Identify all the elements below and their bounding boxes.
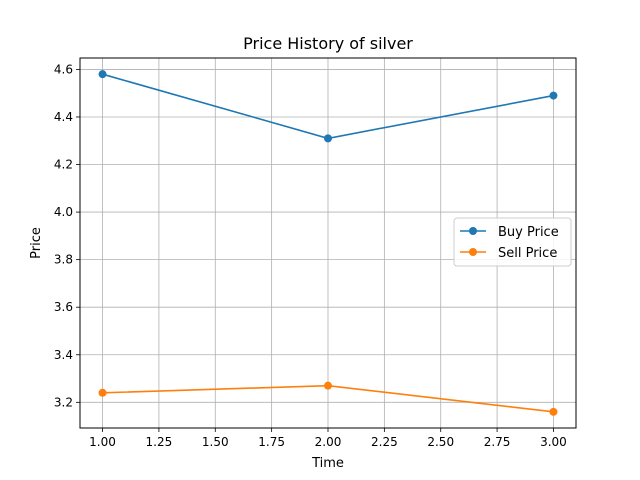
x-tick-label: 2.50: [427, 435, 454, 449]
sell-price-point: [98, 388, 107, 397]
y-tick-label: 3.8: [54, 253, 73, 267]
x-tick-label: 3.00: [540, 435, 567, 449]
y-tick-label: 3.2: [54, 395, 73, 409]
ticks: 1.00 1.25 1.50 1.75 2.00 2.25 2.50 2.75 3.00 3.2 3…: [54, 62, 567, 449]
y-axis-label: Price: [29, 227, 44, 259]
x-axis-label: Time: [311, 456, 344, 471]
legend-buy-price-label: Buy Price: [498, 225, 559, 240]
legend-sell-price-marker: [469, 248, 477, 256]
x-tick-label: 1.00: [89, 435, 116, 449]
sell-price-point: [549, 407, 558, 416]
legend-sell-price-label: Sell Price: [498, 246, 557, 261]
y-tick-label: 4.6: [54, 62, 73, 76]
buy-price-point: [98, 70, 107, 79]
legend: Buy Price Sell Price: [453, 217, 572, 267]
x-tick-label: 1.25: [146, 435, 173, 449]
x-tick-label: 2.25: [371, 435, 398, 449]
buy-price-point: [549, 91, 558, 100]
legend-box: [453, 217, 572, 267]
x-tick-label: 2.75: [484, 435, 511, 449]
sell-price-point: [324, 381, 332, 390]
y-tick-label: 4.4: [54, 110, 73, 124]
y-tick-label: 3.4: [54, 348, 73, 362]
legend-buy-price-marker: [469, 227, 477, 235]
grid: [80, 58, 576, 428]
buy-price-point: [324, 134, 332, 143]
x-tick-label: 1.75: [258, 435, 285, 449]
chart-title: Price History of silver: [243, 34, 413, 53]
y-tick-label: 4.2: [54, 158, 73, 172]
series-layer: [98, 70, 558, 416]
y-tick-label: 3.6: [54, 300, 73, 314]
series-sell-price: [98, 381, 558, 416]
x-tick-label: 1.50: [202, 435, 229, 449]
y-tick-label: 4.0: [54, 205, 73, 219]
x-tick-label: 2.00: [315, 435, 342, 449]
series-buy-price: [98, 70, 558, 143]
